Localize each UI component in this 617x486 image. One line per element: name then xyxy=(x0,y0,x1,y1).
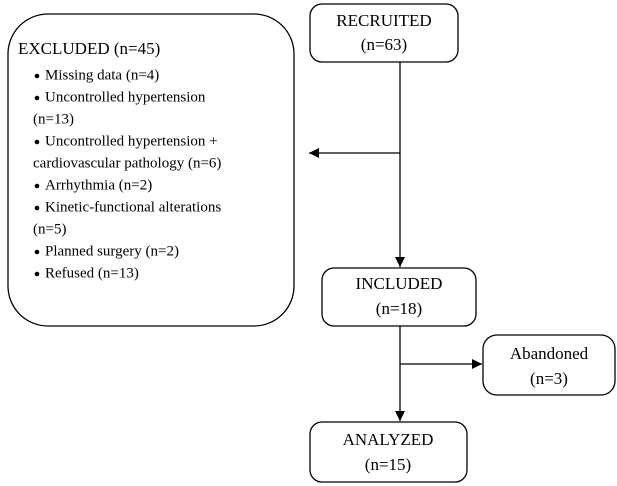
excluded-item: (n=13) xyxy=(33,111,74,127)
node-count: (n=15) xyxy=(365,455,411,474)
node-box xyxy=(321,267,477,327)
excluded-item: Uncontrolled hypertension xyxy=(45,89,206,105)
excluded-item: cardiovascular pathology (n=6) xyxy=(33,155,221,171)
node-count: (n=63) xyxy=(361,35,407,54)
excluded-item: Kinetic-functional alterations xyxy=(45,199,221,215)
excluded-item: Arrhythmia (n=2) xyxy=(45,177,152,193)
excluded-item: (n=5) xyxy=(33,221,66,237)
excluded-list: Missing data (n=4) Uncontrolled hypertens… xyxy=(33,67,221,281)
node-count: (n=18) xyxy=(376,299,422,318)
excluded-title: EXCLUDED (n=45) xyxy=(18,39,160,58)
node-count: (n=3) xyxy=(530,369,568,388)
bullet xyxy=(34,139,40,145)
node-box xyxy=(482,334,616,396)
node-box xyxy=(309,3,459,63)
node-box xyxy=(309,421,468,483)
node-label: INCLUDED xyxy=(356,274,443,293)
excluded-item: Planned surgery (n=2) xyxy=(45,243,179,259)
excluded-box xyxy=(7,13,295,327)
excluded-item: Uncontrolled hypertension + xyxy=(45,133,218,149)
bullet xyxy=(34,183,40,189)
bullet xyxy=(34,205,40,211)
bullet xyxy=(34,271,40,277)
node-label: Abandoned xyxy=(510,344,589,363)
node-label: ANALYZED xyxy=(343,430,434,449)
excluded-item: Refused (n=13) xyxy=(45,265,139,281)
bullet xyxy=(34,249,40,255)
bullet xyxy=(34,95,40,101)
node-label: RECRUITED xyxy=(336,11,431,30)
excluded-item: Missing data (n=4) xyxy=(45,67,159,83)
bullet xyxy=(34,73,40,79)
